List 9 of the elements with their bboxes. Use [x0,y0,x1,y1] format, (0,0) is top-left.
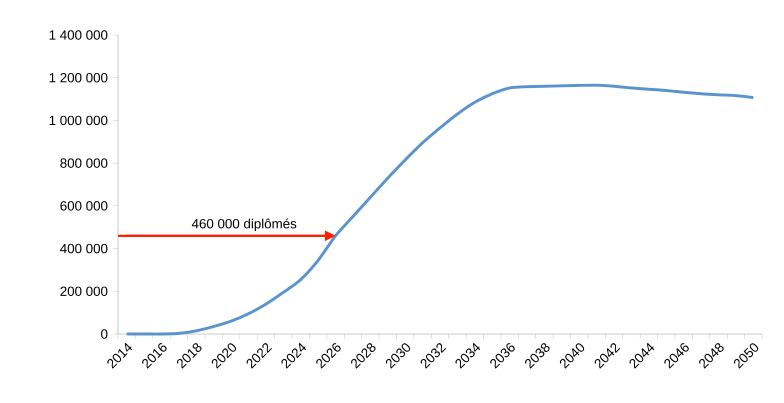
y-tick-label: 800 000 [60,158,108,168]
y-tick-label: 1 400 000 [50,30,108,40]
y-tick-label: 0 [101,329,108,339]
y-tick-label: 200 000 [60,286,108,296]
y-tick-label: 1 200 000 [50,72,108,82]
ref-line-label: 460 000 diplômés [192,218,296,232]
y-tick-label: 400 000 [60,244,108,254]
y-tick-label: 600 000 [60,201,108,211]
y-tick-label: 1 000 000 [50,116,108,126]
